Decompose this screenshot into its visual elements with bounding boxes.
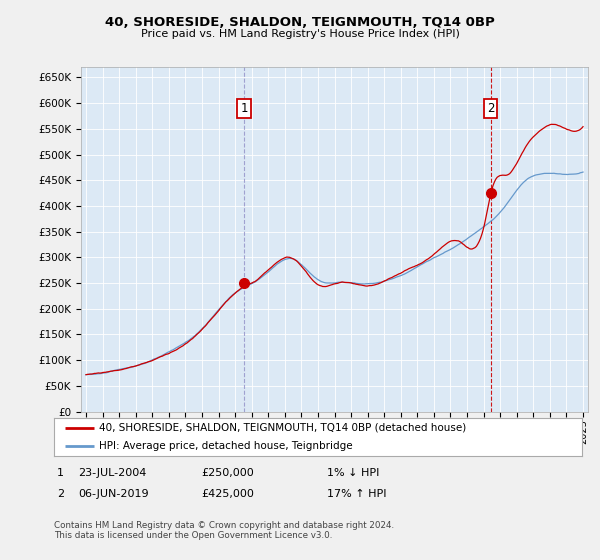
Text: 1: 1 [241,102,248,115]
Text: Price paid vs. HM Land Registry's House Price Index (HPI): Price paid vs. HM Land Registry's House … [140,29,460,39]
Text: £250,000: £250,000 [201,468,254,478]
Text: 1% ↓ HPI: 1% ↓ HPI [327,468,379,478]
Text: This data is licensed under the Open Government Licence v3.0.: This data is licensed under the Open Gov… [54,531,332,540]
Text: 2: 2 [57,489,64,500]
Text: 2: 2 [487,102,494,115]
Text: Contains HM Land Registry data © Crown copyright and database right 2024.: Contains HM Land Registry data © Crown c… [54,521,394,530]
Text: 23-JUL-2004: 23-JUL-2004 [78,468,146,478]
Text: 1: 1 [57,468,64,478]
Text: 06-JUN-2019: 06-JUN-2019 [78,489,149,500]
Text: 40, SHORESIDE, SHALDON, TEIGNMOUTH, TQ14 0BP (detached house): 40, SHORESIDE, SHALDON, TEIGNMOUTH, TQ14… [99,423,466,433]
Text: 17% ↑ HPI: 17% ↑ HPI [327,489,386,500]
Text: £425,000: £425,000 [201,489,254,500]
Text: 40, SHORESIDE, SHALDON, TEIGNMOUTH, TQ14 0BP: 40, SHORESIDE, SHALDON, TEIGNMOUTH, TQ14… [105,16,495,29]
Text: HPI: Average price, detached house, Teignbridge: HPI: Average price, detached house, Teig… [99,441,353,451]
